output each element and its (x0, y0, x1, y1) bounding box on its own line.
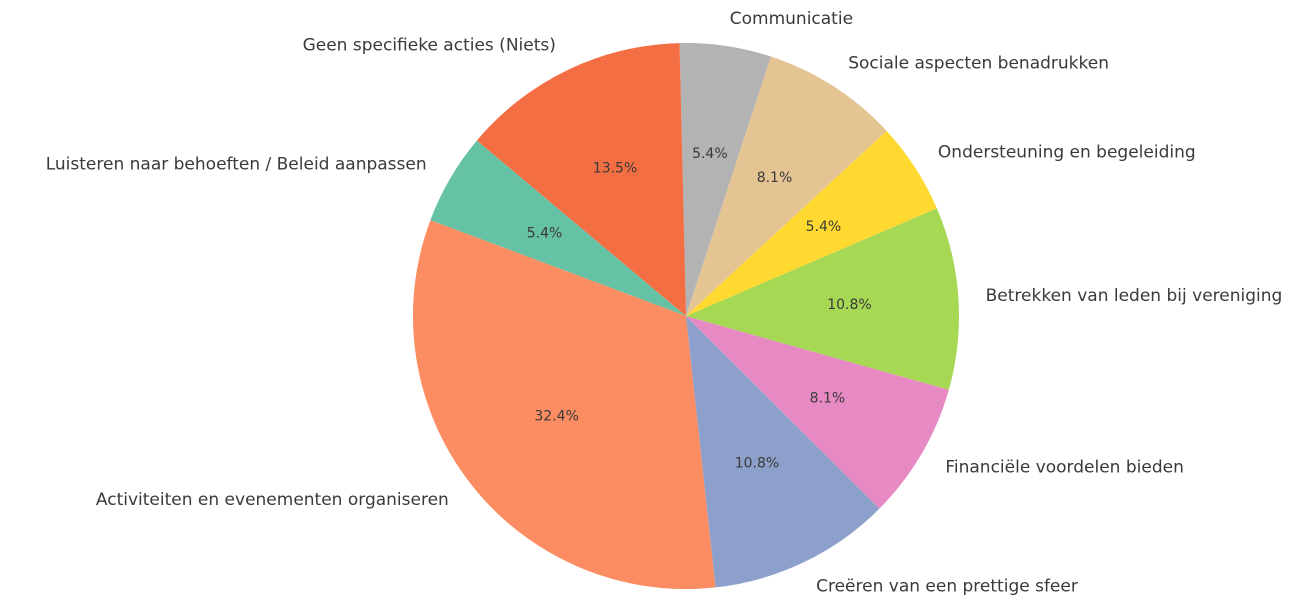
slice-label: Financiële voordelen bieden (945, 457, 1184, 477)
pie-slice (686, 130, 937, 316)
slice-label: Activiteiten en evenementen organiseren (96, 490, 449, 510)
percent-label: 5.4% (527, 225, 563, 241)
slice-label: Creëren van een prettige sfeer (816, 577, 1078, 597)
slice-label: Luisteren naar behoeften / Beleid aanpas… (46, 155, 427, 175)
percent-label: 8.1% (757, 170, 793, 186)
pie-slice (686, 208, 959, 390)
percent-label: 5.4% (692, 146, 728, 162)
pie-slice (686, 56, 887, 316)
percent-label: 5.4% (806, 219, 842, 235)
pie-slice (686, 316, 949, 509)
pie-slice (679, 43, 771, 316)
percent-label: 8.1% (810, 391, 846, 407)
pie-slice (476, 43, 686, 316)
percent-label: 13.5% (593, 160, 637, 176)
pie-slice (413, 220, 716, 589)
slice-label: Geen specifieke acties (Niets) (303, 35, 556, 55)
percent-label: 10.8% (827, 297, 871, 313)
percent-label: 32.4% (534, 408, 578, 424)
pie-slice (430, 140, 686, 316)
percent-label: 10.8% (735, 456, 779, 472)
slice-label: Communicatie (730, 9, 853, 29)
slice-label: Sociale aspecten benadrukken (848, 53, 1109, 73)
slice-label: Betrekken van leden bij vereniging (986, 286, 1283, 306)
pie-slice (686, 316, 880, 588)
slice-label: Ondersteuning en begeleiding (938, 143, 1196, 163)
